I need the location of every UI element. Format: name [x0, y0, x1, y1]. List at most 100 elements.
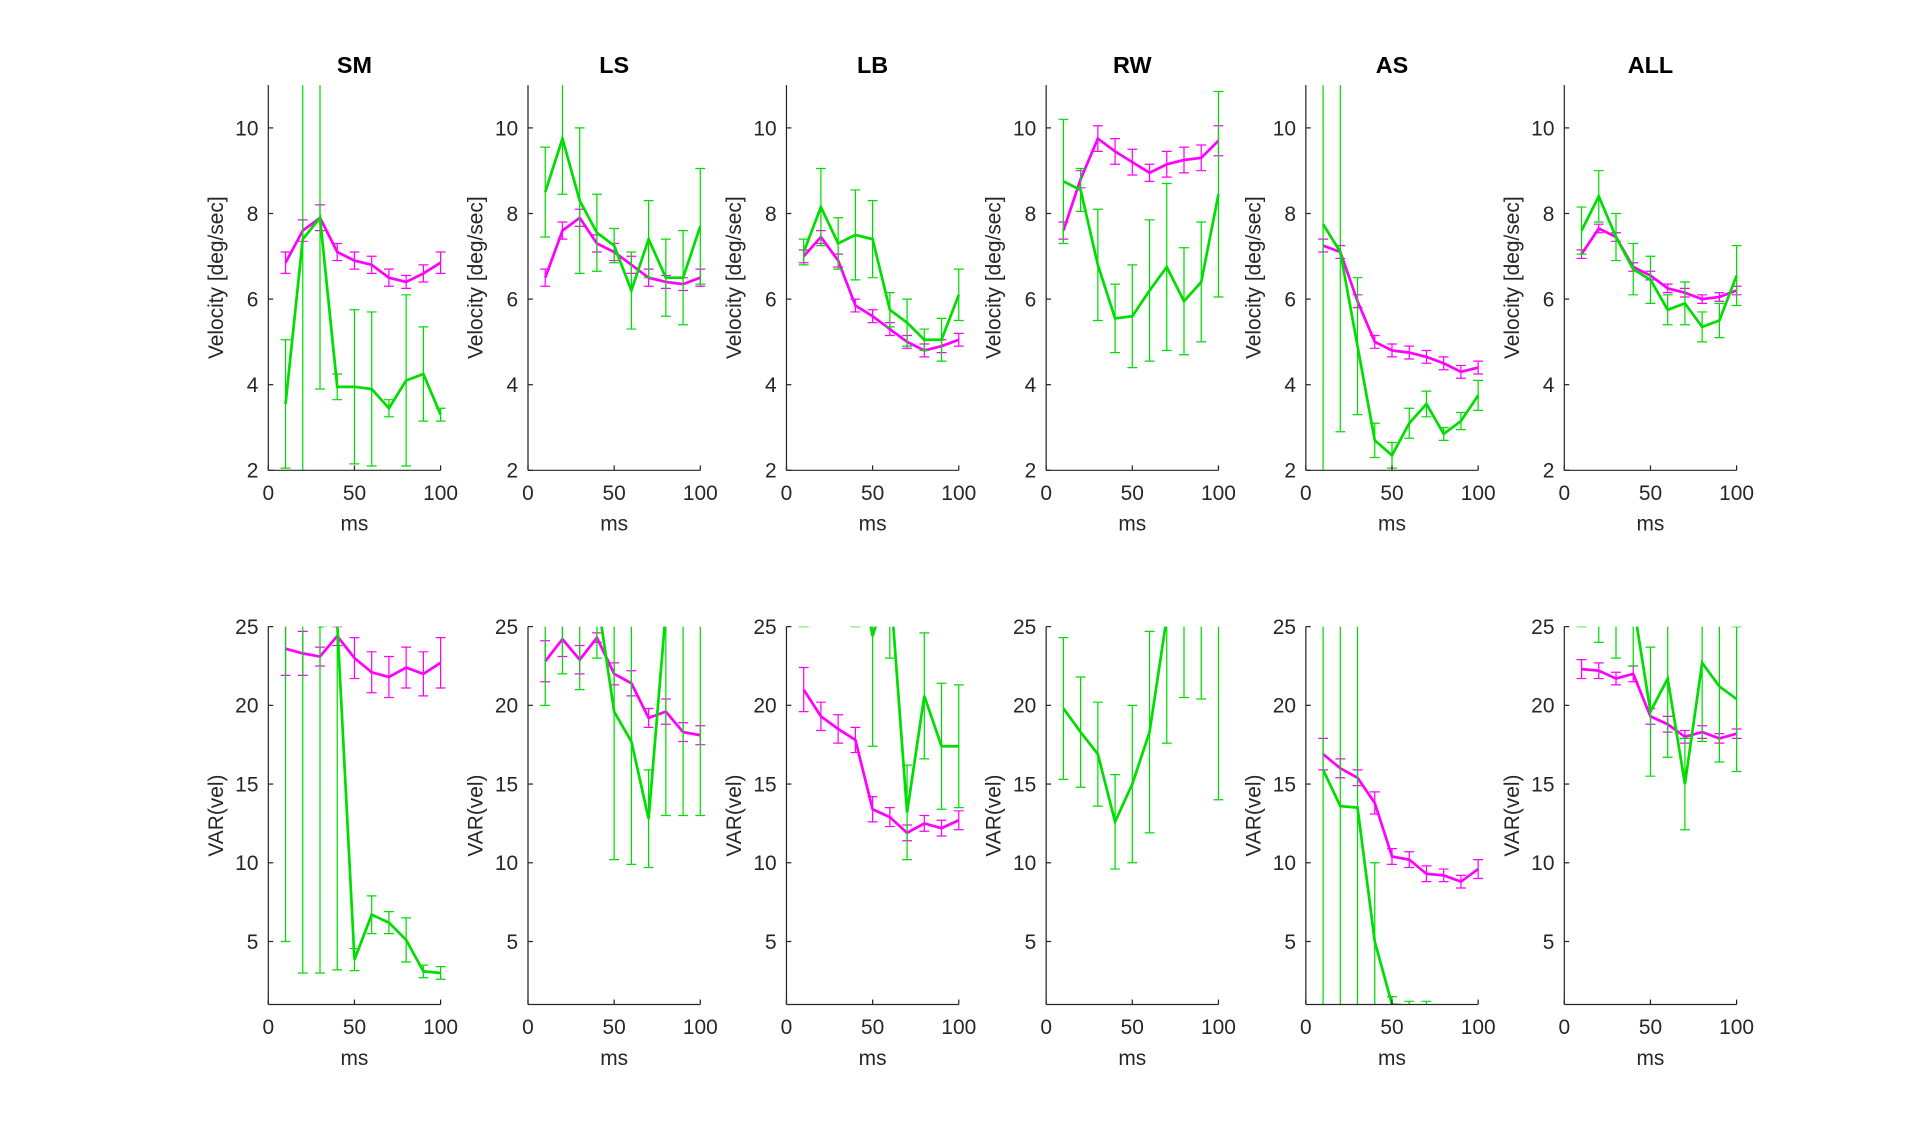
error-bar	[1456, 874, 1466, 889]
subplot-title: ALL	[1628, 52, 1673, 78]
x-tick-label: 50	[1380, 1016, 1403, 1039]
error-bar	[1438, 868, 1449, 883]
error-bar	[643, 769, 654, 869]
error-bar	[1127, 704, 1138, 864]
subplot-title: RW	[1113, 52, 1152, 78]
y-tick-label: 6	[1284, 288, 1296, 311]
error-bar	[1456, 1006, 1466, 1012]
error-bar	[1680, 737, 1690, 831]
error-bar	[1731, 626, 1742, 773]
error-bar	[366, 651, 377, 694]
series-line	[543, 133, 702, 295]
y-axis-label: VAR(vel)	[1242, 774, 1265, 856]
x-tick-label: 0	[262, 1016, 274, 1039]
y-tick-label: 4	[765, 374, 777, 397]
series-line	[1580, 226, 1738, 301]
error-bar	[1110, 283, 1120, 354]
y-tick-label: 2	[1284, 460, 1296, 483]
error-bar	[850, 189, 861, 281]
error-bar	[953, 810, 964, 831]
y-tick-label: 8	[765, 203, 777, 226]
error-bar	[1628, 626, 1639, 667]
error-bar	[1662, 294, 1673, 326]
error-bar	[1110, 773, 1120, 870]
error-bar	[1179, 247, 1189, 356]
error-bar	[1473, 379, 1484, 411]
y-tick-label: 25	[235, 616, 258, 639]
error-bar	[867, 309, 878, 324]
y-axis-label: Velocity [deg/sec]	[205, 196, 228, 359]
error-bar	[1697, 311, 1708, 343]
series-line	[1062, 626, 1167, 826]
plot-area	[798, 167, 964, 362]
error-bar	[1213, 90, 1224, 298]
y-tick-label: 20	[1013, 695, 1036, 718]
error-bar	[540, 146, 551, 238]
series-line	[1062, 136, 1220, 232]
error-bar	[418, 651, 429, 697]
y-tick-label: 10	[495, 117, 518, 140]
error-bar	[1593, 626, 1604, 643]
x-axis-label: ms	[859, 1047, 887, 1070]
x-tick-label: 50	[343, 1016, 366, 1039]
error-bar	[280, 251, 291, 275]
error-bar	[349, 251, 360, 270]
error-bar	[1473, 1006, 1483, 1012]
y-tick-label: 4	[1284, 374, 1296, 397]
y-axis-label: Velocity [deg/sec]	[1501, 196, 1524, 359]
error-bar	[401, 294, 412, 467]
error-bar	[384, 268, 394, 287]
y-tick-label: 6	[507, 288, 519, 311]
error-bar	[1369, 862, 1380, 1005]
subplot-title: LS	[599, 52, 629, 78]
error-bar	[953, 268, 964, 322]
error-bar	[1352, 277, 1363, 416]
error-bar	[626, 626, 637, 865]
x-axis-label: ms	[1637, 1047, 1665, 1070]
error-bar	[1662, 283, 1673, 294]
y-tick-label: 15	[1273, 773, 1296, 796]
error-bar	[884, 292, 895, 328]
error-bar	[280, 339, 291, 469]
x-tick-label: 0	[1558, 482, 1570, 505]
y-tick-label: 6	[1543, 288, 1555, 311]
x-tick-label: 50	[343, 482, 366, 505]
plot-area	[540, 85, 706, 330]
y-tick-label: 6	[765, 288, 777, 311]
series-line	[318, 626, 441, 975]
y-tick-label: 15	[753, 773, 776, 796]
error-bar	[1335, 85, 1346, 433]
error-bar	[1196, 144, 1207, 172]
series-line	[284, 215, 442, 284]
error-bar	[609, 626, 620, 861]
y-axis-label: VAR(vel)	[205, 774, 228, 856]
subplot-title: LB	[857, 52, 888, 78]
error-bar	[1179, 626, 1189, 699]
error-bar	[557, 85, 568, 195]
error-bar	[1628, 242, 1639, 296]
error-bar	[833, 422, 843, 579]
y-axis-label: VAR(vel)	[1501, 774, 1524, 856]
x-tick-label: 100	[1461, 1016, 1496, 1039]
error-bar	[1369, 422, 1380, 459]
y-axis-label: VAR(vel)	[983, 774, 1006, 856]
error-bar	[302, 85, 304, 471]
x-tick-label: 50	[603, 482, 626, 505]
x-tick-label: 100	[1719, 1016, 1754, 1039]
x-tick-label: 50	[1380, 482, 1403, 505]
y-tick-label: 10	[1013, 117, 1036, 140]
x-tick-label: 0	[1040, 1016, 1052, 1039]
error-bar	[1179, 146, 1189, 174]
series-line	[1322, 753, 1479, 884]
y-tick-label: 10	[1273, 852, 1296, 875]
y-tick-label: 6	[247, 288, 259, 311]
error-bar	[1093, 390, 1103, 547]
y-tick-label: 2	[247, 460, 259, 483]
y-tick-label: 5	[1025, 931, 1037, 954]
plot-area	[540, 626, 706, 869]
